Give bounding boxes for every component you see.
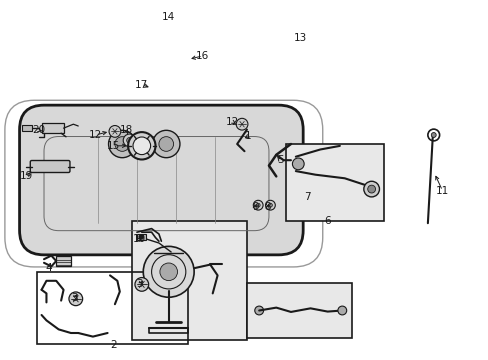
FancyBboxPatch shape xyxy=(20,105,303,255)
Text: 11: 11 xyxy=(435,186,448,196)
Text: 5: 5 xyxy=(276,155,283,165)
Circle shape xyxy=(115,137,129,151)
Circle shape xyxy=(108,130,136,158)
Circle shape xyxy=(152,130,180,158)
Text: 8: 8 xyxy=(264,202,271,212)
Text: 12: 12 xyxy=(225,117,239,127)
Text: 15: 15 xyxy=(107,141,121,151)
Circle shape xyxy=(139,234,143,239)
FancyBboxPatch shape xyxy=(30,161,70,172)
Circle shape xyxy=(69,292,82,306)
Circle shape xyxy=(109,126,121,137)
Bar xyxy=(246,283,351,338)
Circle shape xyxy=(253,200,263,210)
Text: 13: 13 xyxy=(293,33,307,43)
Text: 18: 18 xyxy=(119,125,133,135)
Text: 2: 2 xyxy=(110,340,117,350)
Circle shape xyxy=(126,138,132,143)
Circle shape xyxy=(256,203,260,207)
Text: 19: 19 xyxy=(20,171,34,181)
Text: 1: 1 xyxy=(244,131,251,141)
Text: 6: 6 xyxy=(324,216,330,226)
Text: 3: 3 xyxy=(71,293,78,303)
Circle shape xyxy=(135,278,148,291)
Circle shape xyxy=(337,306,346,315)
Text: 20: 20 xyxy=(33,125,45,135)
Circle shape xyxy=(143,246,194,297)
Bar xyxy=(137,234,145,240)
Circle shape xyxy=(236,118,247,130)
Circle shape xyxy=(254,306,263,315)
Text: 10: 10 xyxy=(133,234,145,244)
Text: 14: 14 xyxy=(162,12,175,22)
Circle shape xyxy=(268,203,272,207)
Circle shape xyxy=(265,200,275,210)
Bar xyxy=(37,272,188,344)
Circle shape xyxy=(292,158,304,170)
Bar xyxy=(22,125,32,131)
Text: 7: 7 xyxy=(303,192,310,202)
Circle shape xyxy=(430,132,435,138)
Circle shape xyxy=(123,134,136,147)
Text: 12: 12 xyxy=(88,130,102,140)
Circle shape xyxy=(128,132,155,159)
Text: 9: 9 xyxy=(251,202,258,212)
Circle shape xyxy=(367,185,375,193)
Bar xyxy=(41,123,63,133)
Circle shape xyxy=(133,137,150,154)
Circle shape xyxy=(160,263,177,280)
Bar xyxy=(132,221,246,340)
Text: 3: 3 xyxy=(136,279,143,289)
Circle shape xyxy=(159,137,173,151)
Text: 17: 17 xyxy=(135,80,148,90)
Circle shape xyxy=(363,181,379,197)
Bar xyxy=(56,256,71,266)
Text: 16: 16 xyxy=(196,51,209,61)
Bar xyxy=(285,144,383,221)
Text: 4: 4 xyxy=(45,263,52,273)
